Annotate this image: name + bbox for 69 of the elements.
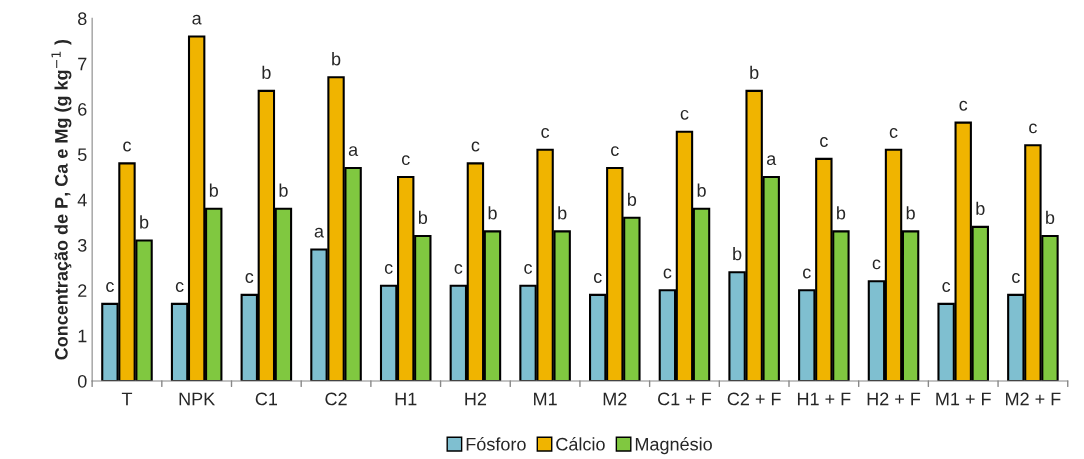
x-tick-label: H2 — [465, 392, 487, 406]
data-label: b — [262, 65, 271, 79]
data-label: c — [889, 128, 898, 138]
data-label: a — [766, 155, 777, 166]
x-tick-label: C1 + F — [658, 392, 712, 406]
data-label: c — [663, 268, 672, 279]
data-label: c — [245, 273, 254, 283]
data-label: c — [524, 263, 533, 274]
x-tick-label: M1 — [534, 392, 557, 406]
data-label: c — [820, 137, 828, 147]
data-label: b — [906, 206, 915, 220]
data-label: a — [314, 227, 324, 238]
data-label: b — [976, 201, 985, 215]
data-label: c — [872, 259, 881, 270]
x-tick-label: H1 — [395, 392, 417, 406]
data-label: b — [332, 52, 341, 66]
data-label: c — [1012, 273, 1020, 283]
x-tick-label: M2 + F — [1006, 392, 1061, 406]
x-tick-label: H1 + F — [797, 392, 851, 406]
y-tick-label: 2 — [78, 284, 87, 297]
data-label: b — [733, 247, 742, 261]
data-label: c — [959, 100, 968, 111]
data-label: b — [418, 210, 428, 225]
data-label: c — [611, 146, 619, 157]
y-tick-label: 4 — [77, 193, 87, 207]
data-label: c — [803, 268, 811, 279]
data-label: c — [1029, 123, 1037, 134]
y-tick-label: 5 — [77, 148, 87, 162]
data-label: c — [106, 282, 114, 293]
data-label: c — [454, 263, 463, 274]
x-tick-label: NPK — [179, 392, 216, 406]
data-label: c — [593, 273, 602, 283]
x-tick-label: C1 — [255, 392, 278, 406]
data-label: c — [680, 109, 689, 120]
data-label: c — [942, 282, 951, 293]
data-label: b — [488, 206, 497, 220]
y-tick-label: 6 — [78, 102, 87, 116]
data-label: b — [1046, 210, 1055, 225]
y-axis-title: Concentração de P, Ca e Mg (g kg$^{−1}$ ) — [51, 39, 72, 360]
legend-label: Fósforo — [466, 437, 526, 451]
y-tick-label: 7 — [78, 57, 87, 71]
data-label: c — [175, 282, 184, 293]
data-label: a — [348, 146, 359, 157]
x-tick-label: C2 — [325, 392, 347, 406]
x-tick-label: C2 + F — [727, 392, 781, 406]
data-label: b — [697, 183, 706, 197]
data-label: b — [140, 215, 149, 229]
x-tick-label: T — [121, 392, 133, 406]
data-label: b — [750, 65, 759, 79]
data-label: c — [123, 141, 132, 152]
data-label: b — [837, 206, 846, 220]
x-tick-label: M2 — [603, 392, 627, 406]
data-label: b — [628, 192, 637, 206]
y-tick-label: 8 — [78, 12, 87, 26]
legend-label: Cálcio — [556, 437, 605, 451]
x-tick-label: M1 + F — [936, 392, 991, 406]
data-label: b — [279, 183, 288, 197]
y-tick-label: 1 — [78, 329, 87, 343]
y-tick-label: 3 — [77, 238, 87, 252]
data-label: c — [384, 263, 393, 274]
x-tick-label: H2 + F — [867, 392, 921, 406]
y-tick-label: 0 — [77, 374, 87, 388]
data-label: c — [541, 128, 550, 138]
legend-label: Magnésio — [635, 437, 712, 455]
data-label: c — [471, 141, 480, 152]
data-label: b — [558, 206, 567, 220]
data-label: b — [209, 183, 219, 197]
data-label: a — [192, 14, 202, 25]
data-label: c — [401, 155, 410, 166]
